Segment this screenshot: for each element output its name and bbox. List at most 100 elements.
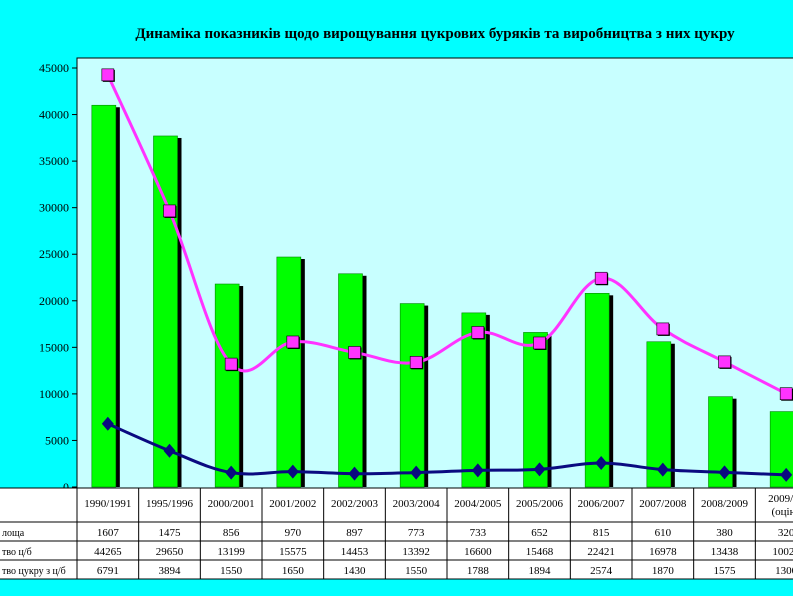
category-label: 2009/20 xyxy=(768,493,793,505)
marker-sugar xyxy=(163,443,176,458)
marker-sugar xyxy=(718,465,731,480)
category-label: 2007/2008 xyxy=(639,498,687,510)
data-label: 1550 xyxy=(405,565,428,577)
data-label: 733 xyxy=(470,527,487,539)
bar xyxy=(338,273,363,488)
series-name: лоща xyxy=(2,528,25,539)
data-label: 1575 xyxy=(714,565,737,577)
category-label: 2001/2002 xyxy=(269,498,316,510)
data-label: 14453 xyxy=(341,546,369,558)
marker-production xyxy=(656,322,670,336)
y-tick-label: 5000 xyxy=(45,433,69,447)
category-label: 2008/2009 xyxy=(701,498,749,510)
bar xyxy=(91,104,117,488)
y-tick-label: 0 xyxy=(63,480,69,494)
data-label: 6791 xyxy=(97,565,119,577)
data-label: 1550 xyxy=(220,565,243,577)
bar xyxy=(214,283,240,488)
chart-title: Динаміка показників щодо вирощування цук… xyxy=(135,26,735,42)
marker-production xyxy=(409,356,423,369)
category-label: 1990/1991 xyxy=(84,498,131,510)
marker-production xyxy=(471,326,485,339)
bar xyxy=(646,341,672,488)
marker-sugar xyxy=(471,463,484,478)
marker-production xyxy=(163,204,176,218)
bar xyxy=(461,312,487,488)
category-note: (оцінк xyxy=(771,506,793,518)
data-label: 970 xyxy=(285,527,302,539)
data-label: 380 xyxy=(716,527,733,539)
series-lines xyxy=(101,68,793,482)
y-tick-label: 40000 xyxy=(39,108,69,122)
marker-sugar xyxy=(286,464,299,479)
marker-sugar xyxy=(533,462,546,477)
marker-production xyxy=(348,346,361,359)
category-label: 2005/2006 xyxy=(516,498,564,510)
y-tick-label: 35000 xyxy=(39,154,69,168)
y-tick-label: 45000 xyxy=(39,61,69,75)
marker-sugar xyxy=(656,462,669,477)
plot-area xyxy=(76,57,793,489)
data-label: 856 xyxy=(223,527,240,539)
data-label: 815 xyxy=(593,527,610,539)
data-label: 29650 xyxy=(156,546,184,558)
data-label: 1650 xyxy=(282,565,305,577)
marker-production xyxy=(224,357,238,371)
data-label: 13199 xyxy=(217,546,245,558)
data-label: 13392 xyxy=(402,546,430,558)
category-label: 1995/1996 xyxy=(146,498,194,510)
data-label: 44265 xyxy=(94,546,122,558)
data-label: 3894 xyxy=(159,565,182,577)
data-label: 15468 xyxy=(526,546,554,558)
marker-production xyxy=(533,336,546,350)
y-tick-label: 10000 xyxy=(39,387,69,401)
data-label: 22421 xyxy=(587,546,615,558)
marker-production xyxy=(718,355,731,369)
marker-sugar xyxy=(410,465,423,480)
data-label: 1430 xyxy=(344,565,367,577)
marker-sugar xyxy=(225,465,238,480)
marker-sugar xyxy=(780,467,793,482)
bars xyxy=(91,104,793,488)
category-label: 2003/2004 xyxy=(393,498,441,510)
data-label: 1894 xyxy=(529,565,552,577)
bar xyxy=(584,293,610,488)
data-label: 610 xyxy=(655,527,672,539)
bar xyxy=(769,411,793,488)
y-tick-label: 30000 xyxy=(39,201,69,215)
marker-production xyxy=(286,335,300,349)
marker-production xyxy=(594,271,608,285)
data-label: 10020 xyxy=(772,546,793,558)
bar xyxy=(523,332,548,488)
marker-sugar xyxy=(101,416,114,431)
data-label: 652 xyxy=(531,527,548,539)
data-label: 16600 xyxy=(464,546,492,558)
data-table: 1990/1991 1995/1996 2000/2001 2001/2002 2002… xyxy=(0,487,793,580)
data-label: 1788 xyxy=(467,565,490,577)
data-label: 897 xyxy=(346,527,363,539)
category-label: 2004/2005 xyxy=(454,498,502,510)
category-label: 2006/2007 xyxy=(578,498,626,510)
bar xyxy=(276,256,302,488)
table-background xyxy=(0,488,793,579)
y-tick-label: 25000 xyxy=(39,247,69,261)
marker-production xyxy=(779,387,793,401)
data-label: 1607 xyxy=(97,527,120,539)
bar xyxy=(153,135,178,488)
data-label: 1870 xyxy=(652,565,675,577)
y-axis: 0 5000 10000 15000 20000 25000 30000 35000 40000… xyxy=(39,58,78,494)
marker-production xyxy=(101,68,115,82)
y-tick-label: 20000 xyxy=(39,294,69,308)
y-tick-label: 15000 xyxy=(39,340,69,354)
data-label: 1300 xyxy=(775,565,793,577)
data-label: 773 xyxy=(408,527,425,539)
data-label: 320 xyxy=(778,527,793,539)
data-label: 16978 xyxy=(649,546,677,558)
marker-sugar xyxy=(595,456,608,471)
series-name: тво ц/б xyxy=(2,547,32,558)
marker-sugar xyxy=(348,466,361,481)
data-label: 15575 xyxy=(279,546,307,558)
bar xyxy=(399,303,425,488)
category-label: 2000/2001 xyxy=(208,498,255,510)
